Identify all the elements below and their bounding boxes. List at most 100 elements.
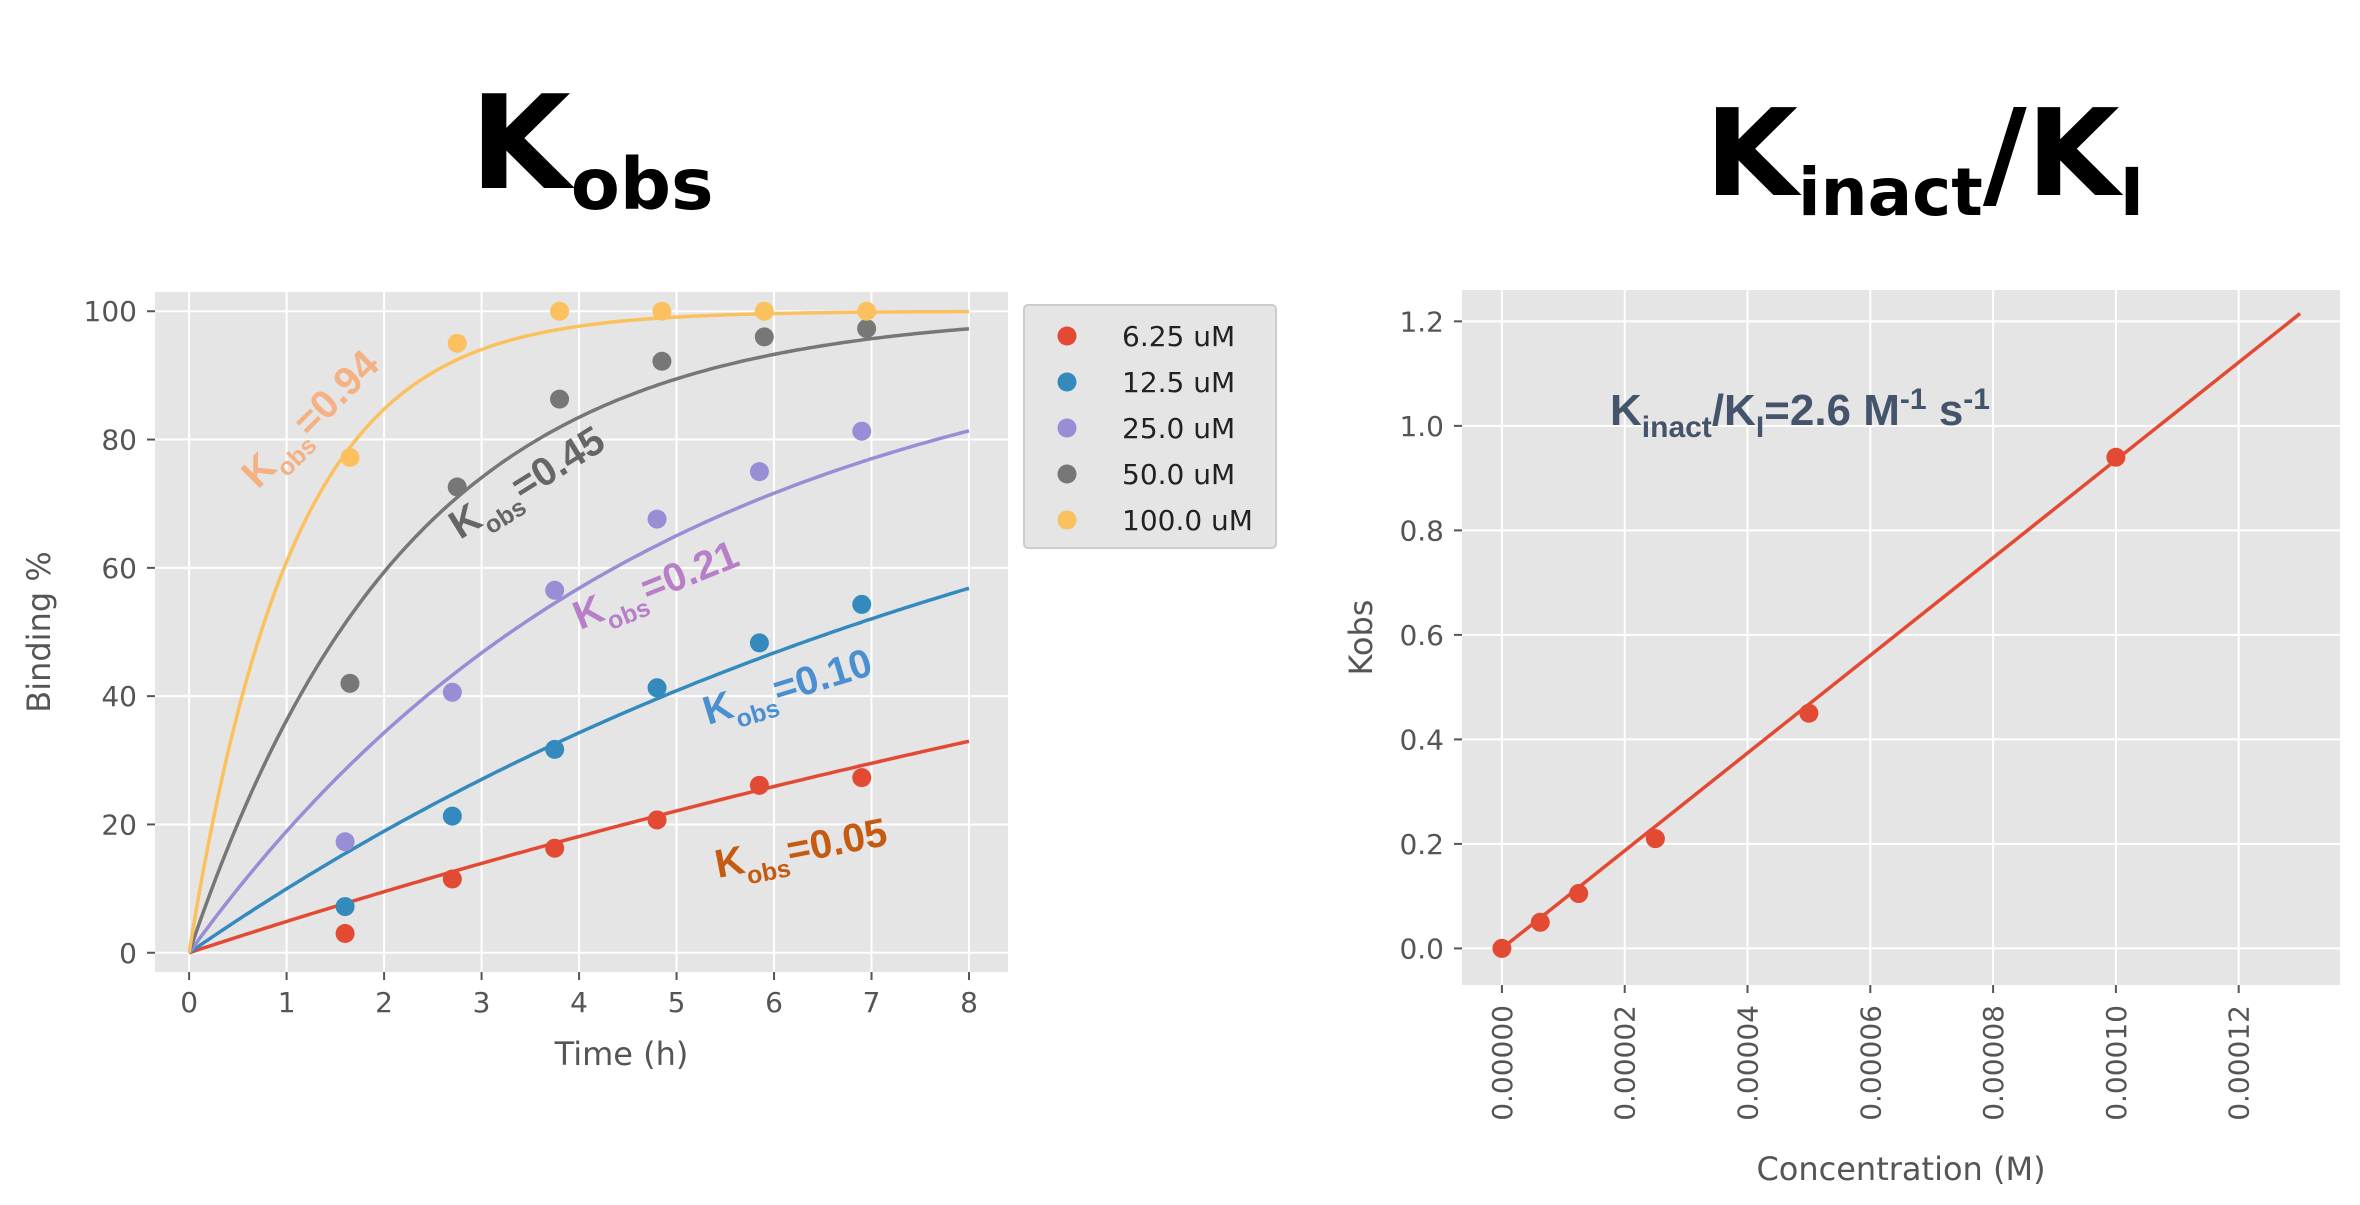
right-title-main-1: K <box>1705 85 1798 224</box>
right-chart-title: Kinact/KI <box>1705 95 2144 226</box>
left-point-s3-p2 <box>550 389 570 409</box>
left-point-s0-p5 <box>852 768 872 788</box>
right-point-p4 <box>1799 703 1819 723</box>
left-point-s4-p2 <box>550 301 570 321</box>
left-chart-title: Kobs <box>470 78 714 221</box>
left-y-tick-label-3: 60 <box>101 552 137 585</box>
left-fit-curve-3 <box>187 327 970 954</box>
legend-marker-2 <box>1057 418 1077 438</box>
right-y-tick-label-4: 0.8 <box>1399 514 1444 547</box>
left-point-s1-p2 <box>545 739 565 759</box>
left-y-axis-label: Binding % <box>20 551 58 713</box>
left-point-s3-p1 <box>447 477 467 497</box>
left-x-tick-label-3: 3 <box>473 986 491 1019</box>
left-x-tick-label-1: 1 <box>278 986 296 1019</box>
left-x-tick-label-2: 2 <box>375 986 393 1019</box>
left-y-tick-label-1: 20 <box>101 808 137 841</box>
left-point-s2-p4 <box>749 462 769 482</box>
left-point-s3-p0 <box>340 673 360 693</box>
left-y-tick-label-2: 40 <box>101 680 137 713</box>
legend-marker-4 <box>1057 510 1077 530</box>
left-y-tick-label-0: 0 <box>119 937 137 970</box>
left-point-s4-p4 <box>754 301 774 321</box>
right-x-tick-label-6: 0.00012 <box>2223 1005 2256 1121</box>
right-x-tick-label-3: 0.00006 <box>1854 1005 1887 1121</box>
right-y-tick-label-3: 0.6 <box>1399 619 1444 652</box>
right-x-tick-label-2: 0.00004 <box>1732 1005 1765 1121</box>
left-x-tick-label-6: 6 <box>765 986 783 1019</box>
legend-label-1: 12.5 uM <box>1122 366 1235 399</box>
left-point-s0-p2 <box>545 838 565 858</box>
left-title-main: K <box>470 67 571 219</box>
right-title-subscript-1: inact <box>1798 153 1983 231</box>
right-point-p0 <box>1492 938 1512 958</box>
left-x-tick-label-8: 8 <box>960 986 978 1019</box>
left-fit-curve-0 <box>188 739 970 955</box>
right-y-tick-label-1: 0.2 <box>1399 828 1444 861</box>
right-y-axis-label: Kobs <box>1342 600 1380 676</box>
right-plot-area <box>1462 290 2340 985</box>
right-y-tick-label-5: 1.0 <box>1399 410 1444 443</box>
left-point-s0-p0 <box>335 924 355 944</box>
left-y-tick-label-4: 80 <box>101 424 137 457</box>
left-x-tick-label-4: 4 <box>570 986 588 1019</box>
kinact-annotation-value: =2.6 M <box>1764 386 1900 435</box>
left-point-s0-p3 <box>647 810 667 830</box>
kinact-annotation-k: K <box>1610 386 1642 435</box>
right-y-tick-label-2: 0.4 <box>1399 723 1444 756</box>
kinact-annotation-sub-i: I <box>1756 411 1764 444</box>
left-point-s1-p3 <box>647 678 667 698</box>
legend-label-2: 25.0 uM <box>1122 412 1235 445</box>
kinact-annotation-sup-1: -1 <box>1900 383 1927 416</box>
left-plot-area <box>155 292 1008 972</box>
right-point-p1 <box>1530 912 1550 932</box>
left-point-s2-p2 <box>545 580 565 600</box>
kinact-ki-annotation: Kinact/KI=2.6 M-1 s-1 <box>1610 383 1990 444</box>
left-x-axis-label: Time (h) <box>554 1035 689 1073</box>
right-point-p2 <box>1569 884 1589 904</box>
left-point-s2-p1 <box>442 682 462 702</box>
left-point-s1-p0 <box>335 897 355 917</box>
left-point-s3-p3 <box>652 351 672 371</box>
left-title-subscript: obs <box>570 143 714 227</box>
left-point-s4-p5 <box>857 301 877 321</box>
left-point-s2-p0 <box>335 832 355 852</box>
right-x-tick-label-5: 0.00010 <box>2100 1005 2133 1121</box>
legend-marker-0 <box>1057 326 1077 346</box>
left-point-s2-p3 <box>647 509 667 529</box>
right-x-tick-label-0: 0.00000 <box>1486 1005 1519 1121</box>
left-point-s3-p4 <box>754 327 774 347</box>
left-point-s0-p1 <box>442 869 462 889</box>
left-point-s4-p1 <box>447 333 467 353</box>
left-fit-curve-4 <box>187 309 969 954</box>
left-x-tick-label-0: 0 <box>180 986 198 1019</box>
left-point-s4-p3 <box>652 301 672 321</box>
left-y-tick-label-5: 100 <box>84 295 137 328</box>
kinact-annotation-sub-inact: inact <box>1642 411 1712 444</box>
left-point-s3-p5 <box>857 319 877 339</box>
right-title-main-2: /K <box>1982 85 2120 224</box>
left-point-s1-p1 <box>442 806 462 826</box>
right-point-p5 <box>2106 447 2126 467</box>
right-title-subscript-2: I <box>2119 153 2145 231</box>
left-fit-curve-2 <box>187 429 970 954</box>
legend-label-0: 6.25 uM <box>1122 320 1235 353</box>
left-point-s1-p4 <box>749 633 769 653</box>
kinact-annotation-sup-2: -1 <box>1963 383 1990 416</box>
left-fit-curve-1 <box>188 586 970 955</box>
left-point-s1-p5 <box>852 594 872 614</box>
kinact-annotation-slash-k: /K <box>1712 386 1756 435</box>
right-x-axis-label: Concentration (M) <box>1756 1150 2045 1188</box>
legend-marker-1 <box>1057 372 1077 392</box>
left-point-s0-p4 <box>749 775 769 795</box>
left-x-tick-label-5: 5 <box>668 986 686 1019</box>
legend-label-3: 50.0 uM <box>1122 458 1235 491</box>
left-point-s4-p0 <box>340 448 360 468</box>
legend-marker-3 <box>1057 464 1077 484</box>
right-x-tick-label-1: 0.00002 <box>1609 1005 1642 1121</box>
right-fit-line <box>1500 312 2302 950</box>
legend-label-4: 100.0 uM <box>1122 504 1253 537</box>
right-point-p3 <box>1645 829 1665 849</box>
right-x-tick-label-4: 0.00008 <box>1977 1005 2010 1121</box>
left-point-s2-p5 <box>852 421 872 441</box>
